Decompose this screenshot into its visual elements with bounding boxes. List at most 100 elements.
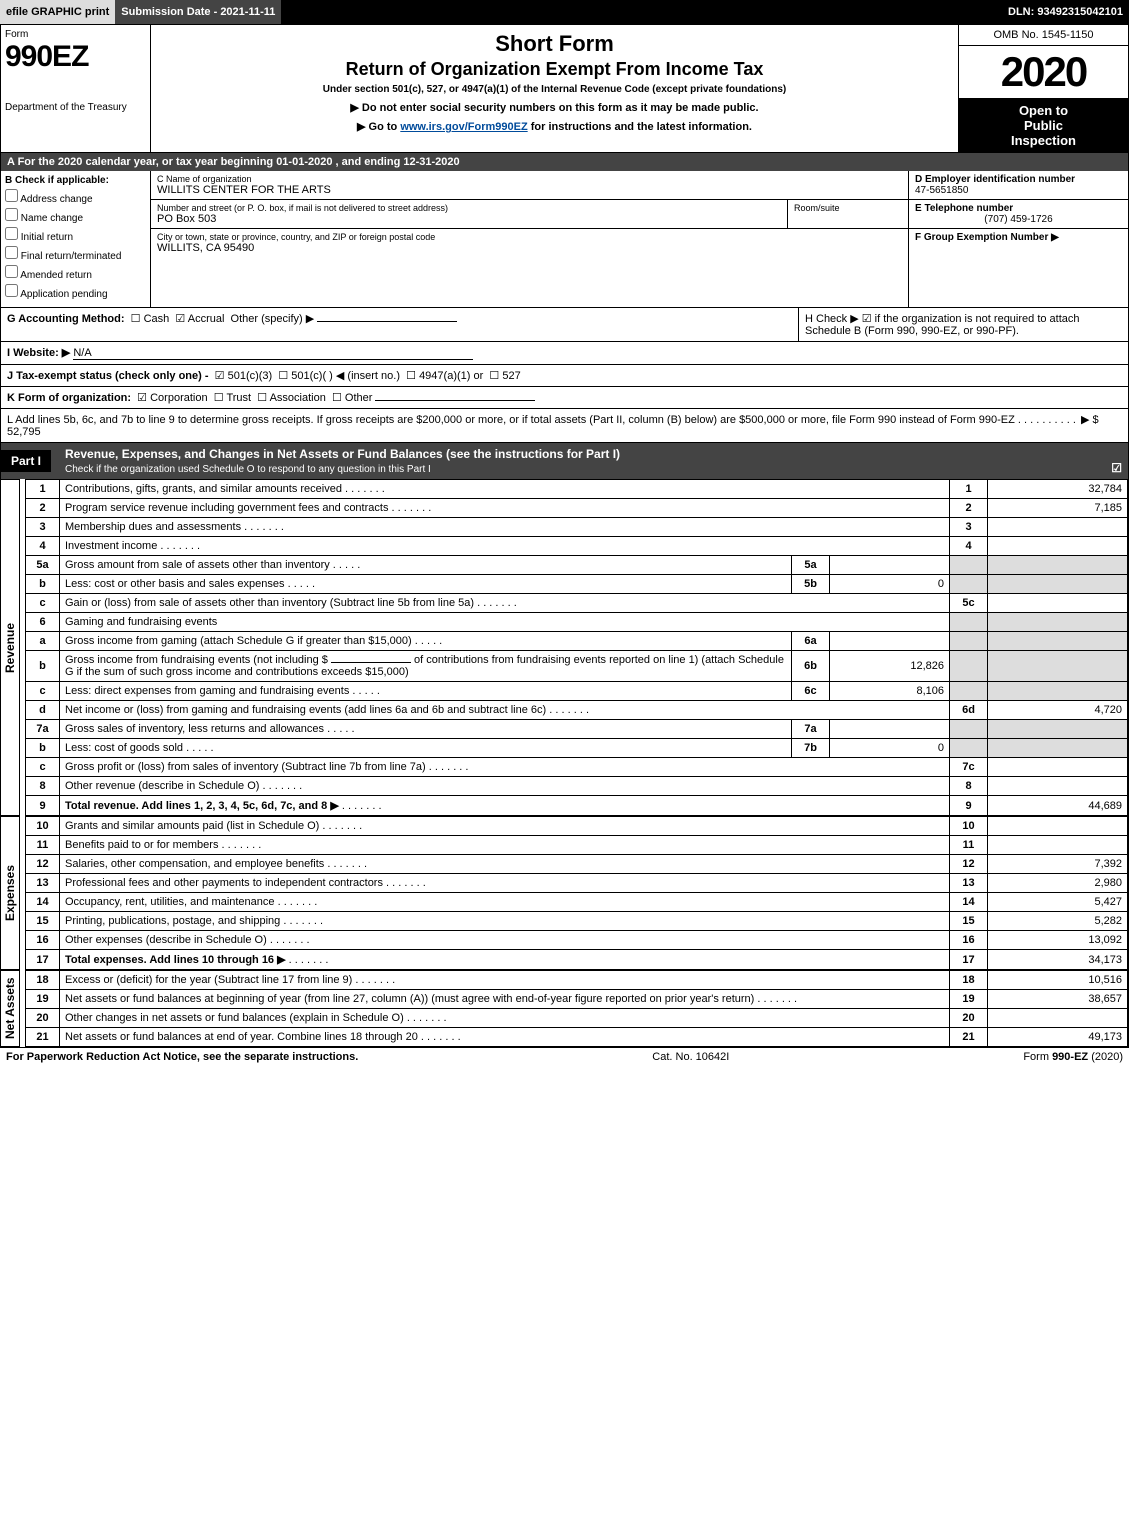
- net-assets-side-label: Net Assets: [1, 970, 20, 1047]
- line-code: 13: [950, 874, 988, 893]
- other-method-label: Other (specify) ▶: [231, 313, 315, 325]
- footer-paperwork-notice: For Paperwork Reduction Act Notice, see …: [6, 1051, 358, 1063]
- check-final-return[interactable]: Final return/terminated: [5, 246, 146, 262]
- omb-number: OMB No. 1545-1150: [959, 25, 1128, 46]
- k-other-input[interactable]: [375, 400, 535, 401]
- efile-print-label[interactable]: efile GRAPHIC print: [0, 0, 115, 24]
- table-row: cLess: direct expenses from gaming and f…: [26, 682, 1128, 701]
- other-method-input[interactable]: [317, 321, 457, 322]
- sub-line-amount: 8,106: [830, 682, 950, 701]
- line-desc: Membership dues and assessments . . . . …: [60, 518, 950, 537]
- line-amount: 38,657: [988, 990, 1128, 1009]
- part-1-tag: Part I: [1, 450, 51, 472]
- line-k-form-of-org: K Form of organization: ☑ Corporation ☐ …: [1, 387, 1128, 409]
- j-501c3-checkbox[interactable]: ☑: [215, 370, 225, 382]
- line-number: 7a: [26, 720, 60, 739]
- sub-line-code: 7b: [792, 739, 830, 758]
- line-number: 18: [26, 971, 60, 990]
- department-label: Department of the Treasury: [5, 102, 146, 113]
- line-number: d: [26, 701, 60, 720]
- line-desc: Gaming and fundraising events: [60, 613, 950, 632]
- j-4947-checkbox[interactable]: ☐: [406, 370, 416, 382]
- street-label: Number and street (or P. O. box, if mail…: [157, 203, 781, 213]
- inspection-line1: Open to: [1019, 103, 1068, 118]
- k-association-checkbox[interactable]: ☐: [257, 392, 267, 404]
- line-g-h: G Accounting Method: ☐ Cash ☑ Accrual Ot…: [1, 308, 1128, 342]
- line-number: 13: [26, 874, 60, 893]
- line-amount: [988, 777, 1128, 796]
- table-row: 7aGross sales of inventory, less returns…: [26, 720, 1128, 739]
- line-code: 6d: [950, 701, 988, 720]
- section-b-checkboxes: B Check if applicable: Address change Na…: [1, 171, 151, 307]
- k-corporation-checkbox[interactable]: ☑: [137, 392, 147, 404]
- org-name-cell: C Name of organization WILLITS CENTER FO…: [151, 171, 908, 200]
- j-527-checkbox[interactable]: ☐: [489, 370, 499, 382]
- line-amount: 4,720: [988, 701, 1128, 720]
- sub-line-code: 6b: [792, 651, 830, 682]
- j-501c-checkbox[interactable]: ☐: [278, 370, 288, 382]
- line-amount: 32,784: [988, 480, 1128, 499]
- phone-value: (707) 459-1726: [915, 214, 1122, 225]
- check-amended-return[interactable]: Amended return: [5, 265, 146, 281]
- part-1-title: Revenue, Expenses, and Changes in Net As…: [65, 447, 620, 461]
- irs-instructions-link[interactable]: www.irs.gov/Form990EZ: [400, 121, 527, 133]
- k-other-checkbox[interactable]: ☐: [332, 392, 342, 404]
- line-number: 17: [26, 950, 60, 970]
- line-desc: Professional fees and other payments to …: [60, 874, 950, 893]
- cash-checkbox[interactable]: ☐: [131, 313, 141, 325]
- line-desc: Other changes in net assets or fund bala…: [60, 1009, 950, 1028]
- goto-prefix: ▶ Go to: [357, 121, 400, 133]
- k-trust-checkbox[interactable]: ☐: [214, 392, 224, 404]
- line-number: 15: [26, 912, 60, 931]
- line-j-label: J Tax-exempt status (check only one) -: [7, 370, 209, 382]
- sub-line-amount: [830, 632, 950, 651]
- form-header: Form 990EZ Department of the Treasury Sh…: [1, 25, 1128, 153]
- j-4947-label: 4947(a)(1) or: [419, 370, 483, 382]
- line-l-gross-receipts: L Add lines 5b, 6c, and 7b to line 9 to …: [1, 409, 1128, 443]
- line-desc: Benefits paid to or for members . . . . …: [60, 836, 950, 855]
- line-desc: Gross profit or (loss) from sales of inv…: [60, 758, 950, 777]
- dln-label: DLN: 93492315042101: [1002, 0, 1129, 24]
- net-assets-table: 18Excess or (deficit) for the year (Subt…: [25, 970, 1128, 1047]
- part-1-schedule-o-checkbox[interactable]: ☑: [1111, 461, 1122, 475]
- net-assets-section: Net Assets 18Excess or (deficit) for the…: [1, 970, 1128, 1047]
- line-amount: [988, 1009, 1128, 1028]
- j-501c3-label: 501(c)(3): [228, 370, 273, 382]
- street-cell: Number and street (or P. O. box, if mail…: [151, 200, 788, 228]
- room-label: Room/suite: [794, 203, 902, 213]
- table-row: bGross income from fundraising events (n…: [26, 651, 1128, 682]
- line-code: 21: [950, 1028, 988, 1047]
- line-desc: Printing, publications, postage, and shi…: [60, 912, 950, 931]
- line-desc: Salaries, other compensation, and employ…: [60, 855, 950, 874]
- line-amount: 7,185: [988, 499, 1128, 518]
- line-amount-shade: [988, 613, 1128, 632]
- line-number: 5a: [26, 556, 60, 575]
- line-number: 9: [26, 796, 60, 816]
- street-value: PO Box 503: [157, 213, 781, 225]
- submission-date-label: Submission Date - 2021-11-11: [115, 0, 281, 24]
- part-1-subtitle: Check if the organization used Schedule …: [65, 464, 431, 475]
- footer-form-ref: Form 990-EZ (2020): [1023, 1051, 1123, 1063]
- accrual-checkbox[interactable]: ☑: [175, 313, 185, 325]
- line-desc: Net assets or fund balances at beginning…: [60, 990, 950, 1009]
- check-initial-return[interactable]: Initial return: [5, 227, 146, 243]
- sub-line-amount: [830, 556, 950, 575]
- line-amount: [988, 518, 1128, 537]
- phone-label: E Telephone number: [915, 203, 1122, 214]
- check-name-change[interactable]: Name change: [5, 208, 146, 224]
- line-number: c: [26, 682, 60, 701]
- line-number: 11: [26, 836, 60, 855]
- line-code-shade: [950, 682, 988, 701]
- check-address-change[interactable]: Address change: [5, 189, 146, 205]
- line-number: 21: [26, 1028, 60, 1047]
- k-association-label: Association: [270, 392, 326, 404]
- sub-line-amount: 0: [830, 575, 950, 594]
- table-row: 18Excess or (deficit) for the year (Subt…: [26, 971, 1128, 990]
- line-code: 20: [950, 1009, 988, 1028]
- toolbar-spacer: [281, 0, 1002, 24]
- line-desc: Occupancy, rent, utilities, and maintena…: [60, 893, 950, 912]
- check-application-pending[interactable]: Application pending: [5, 284, 146, 300]
- line-desc: Total expenses. Add lines 10 through 16 …: [60, 950, 950, 970]
- line-desc: Other expenses (describe in Schedule O) …: [60, 931, 950, 950]
- website-label: I Website: ▶: [7, 347, 70, 359]
